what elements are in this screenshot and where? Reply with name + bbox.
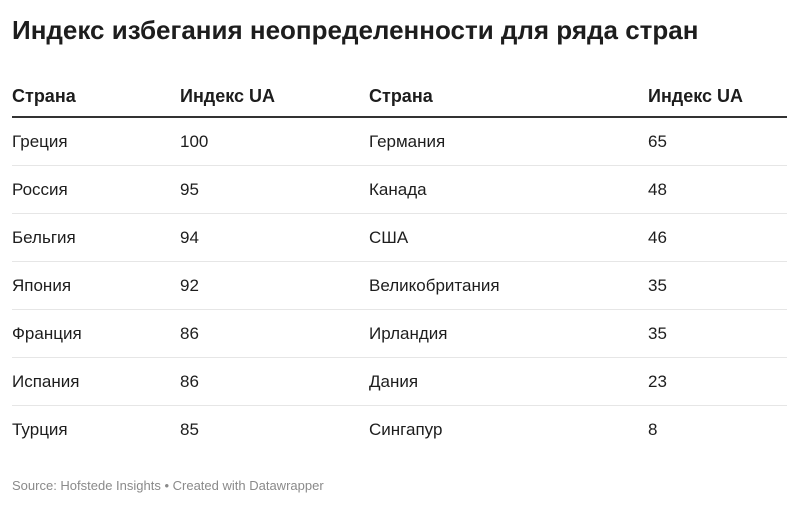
header-index-left: Индекс UA	[180, 76, 369, 118]
table-cell: 94	[180, 213, 369, 262]
table-chart: Индекс избегания неопределенности для ря…	[12, 0, 787, 493]
table-row: Испания 86 Дания 23	[12, 357, 787, 406]
table-cell: Франция	[12, 309, 180, 358]
table-cell: 100	[180, 117, 369, 166]
table-cell: Бельгия	[12, 213, 180, 262]
chart-title: Индекс избегания неопределенности для ря…	[12, 15, 699, 45]
table-cell: Великобритания	[369, 261, 648, 310]
table-cell: 35	[648, 309, 787, 358]
table-cell: 35	[648, 261, 787, 310]
table-cell: 8	[648, 419, 658, 439]
table-header-row: Страна Индекс UA Страна Индекс UA	[12, 76, 787, 118]
table-cell: Греция	[12, 117, 180, 166]
table-cell: Сингапур	[369, 419, 443, 439]
table-row: Бельгия 94 США 46	[12, 213, 787, 262]
table-row: Россия 95 Канада 48	[12, 165, 787, 214]
table-row: Греция 100 Германия 65	[12, 117, 787, 166]
header-country-right: Страна	[369, 76, 648, 118]
table-cell: Турция	[12, 419, 68, 439]
data-table: Страна Индекс UA Страна Индекс UA Греция…	[12, 76, 787, 453]
table-cell: 92	[180, 261, 369, 310]
table-cell: Германия	[369, 117, 648, 166]
table-cell: Япония	[12, 261, 180, 310]
table-cell: 46	[648, 213, 787, 262]
table-row: Франция 86 Ирландия 35	[12, 309, 787, 358]
table-cell: Испания	[12, 357, 180, 406]
table-cell: США	[369, 213, 648, 262]
table-cell: 48	[648, 165, 787, 214]
table-cell: Россия	[12, 165, 180, 214]
header-country-left: Страна	[12, 76, 180, 118]
table-row: Япония 92 Великобритания 35	[12, 261, 787, 310]
table-row: Турция 85 Сингапур 8	[12, 406, 787, 454]
table-cell: 23	[648, 357, 787, 406]
table-cell: 86	[180, 357, 369, 406]
table-cell: Канада	[369, 165, 648, 214]
table-cell: 65	[648, 117, 787, 166]
table-cell: 86	[180, 309, 369, 358]
source-footer: Source: Hofstede Insights • Created with…	[12, 478, 324, 493]
table-cell: 85	[180, 419, 199, 439]
table-cell: 95	[180, 165, 369, 214]
table-cell: Дания	[369, 357, 648, 406]
table-cell: Ирландия	[369, 309, 648, 358]
header-index-right: Индекс UA	[648, 76, 787, 118]
